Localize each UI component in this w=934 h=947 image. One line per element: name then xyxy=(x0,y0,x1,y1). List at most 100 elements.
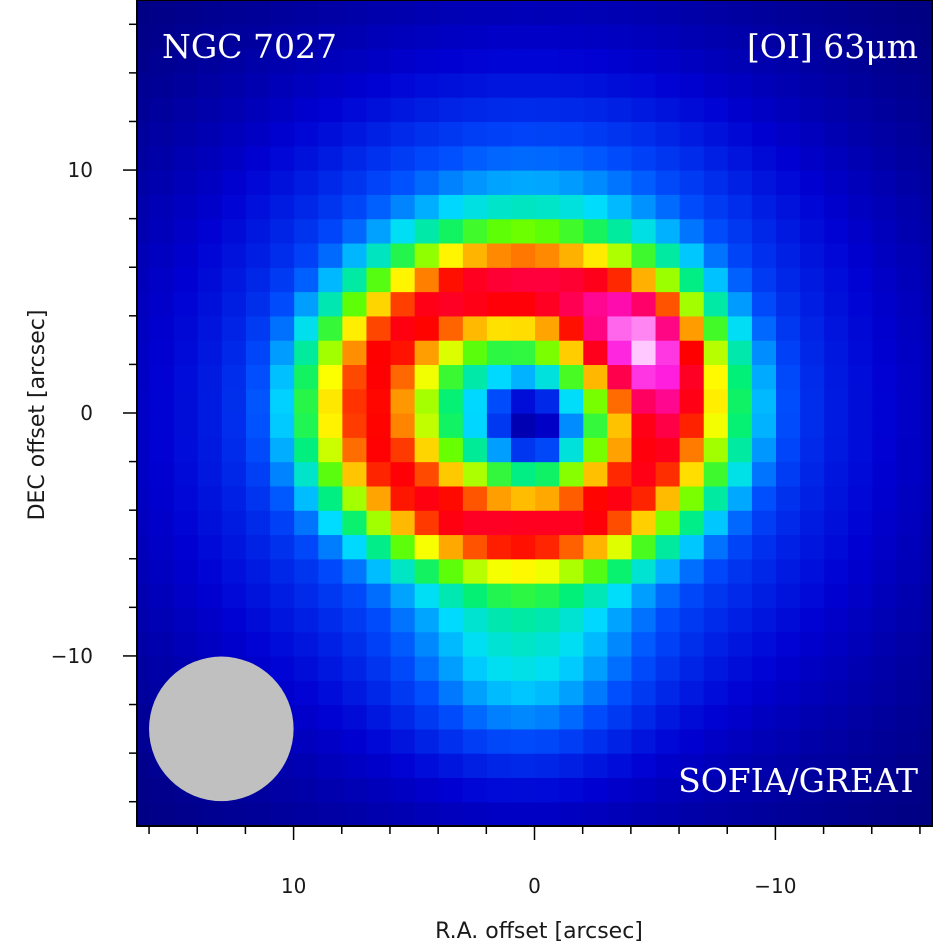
heatmap-pixel xyxy=(293,777,319,803)
heatmap-pixel xyxy=(654,340,680,366)
heatmap-pixel xyxy=(606,170,632,195)
heatmap-pixel xyxy=(847,194,873,220)
heatmap-pixel xyxy=(558,777,584,803)
heatmap-pixel xyxy=(582,583,608,608)
heatmap-pixel xyxy=(462,315,487,341)
heatmap-pixel xyxy=(510,121,536,147)
heatmap-pixel xyxy=(871,267,897,293)
heatmap-pixel xyxy=(221,170,247,195)
heatmap-pixel xyxy=(137,121,150,147)
heatmap-pixel xyxy=(173,461,198,487)
heatmap-pixel xyxy=(389,194,415,220)
heatmap-pixel xyxy=(775,558,801,584)
heatmap-pixel xyxy=(679,631,704,657)
heatmap-pixel xyxy=(775,680,801,706)
heatmap-pixel xyxy=(389,145,415,171)
heatmap-pixel xyxy=(630,364,656,390)
heatmap-pixel xyxy=(775,194,801,220)
heatmap-pixel xyxy=(137,558,150,584)
heatmap-pixel xyxy=(654,0,680,25)
heatmap-pixel xyxy=(919,194,933,220)
heatmap-pixel xyxy=(149,364,174,390)
heatmap-pixel xyxy=(317,413,343,438)
heatmap-pixel xyxy=(137,704,150,730)
heatmap-pixel xyxy=(823,583,849,608)
heatmap-pixel xyxy=(751,97,777,123)
heatmap-pixel xyxy=(438,753,463,779)
heatmap-pixel xyxy=(486,267,512,293)
heatmap-pixel xyxy=(137,48,150,74)
heatmap-pixel xyxy=(582,24,608,50)
heatmap-pixel xyxy=(389,437,415,463)
heatmap-pixel xyxy=(341,315,367,341)
heatmap-pixel xyxy=(510,510,536,536)
heatmap-pixel xyxy=(703,388,728,414)
heatmap-pixel xyxy=(799,534,825,560)
heatmap-pixel xyxy=(823,728,849,754)
heatmap-pixel xyxy=(365,121,391,147)
heatmap-pixel xyxy=(438,291,463,317)
heatmap-pixel xyxy=(606,777,632,803)
heatmap-pixel xyxy=(871,607,897,633)
heatmap-pixel xyxy=(438,777,463,803)
heatmap-pixel xyxy=(293,145,319,171)
heatmap-pixel xyxy=(727,340,752,366)
heatmap-pixel xyxy=(293,364,319,390)
heatmap-pixel xyxy=(510,315,536,341)
heatmap-pixel xyxy=(919,437,933,463)
heatmap-pixel xyxy=(293,72,319,98)
heatmap-pixel xyxy=(293,485,319,511)
heatmap-pixel xyxy=(679,315,704,341)
heatmap-pixel xyxy=(197,194,222,220)
heatmap-pixel xyxy=(895,728,921,754)
heatmap-pixel xyxy=(197,607,222,633)
heatmap-pixel xyxy=(341,388,367,414)
heatmap-pixel xyxy=(606,48,632,74)
heatmap-pixel xyxy=(269,607,295,633)
heatmap-pixel xyxy=(847,704,873,730)
heatmap-pixel xyxy=(727,218,752,244)
heatmap-pixel xyxy=(751,340,777,366)
heatmap-pixel xyxy=(606,655,632,681)
heatmap-pixel xyxy=(606,97,632,123)
heatmap-pixel xyxy=(703,437,728,463)
heatmap-pixel xyxy=(197,801,222,827)
heatmap-pixel xyxy=(317,704,343,730)
heatmap-pixel xyxy=(558,388,584,414)
heatmap-pixel xyxy=(149,485,174,511)
heatmap-pixel xyxy=(895,485,921,511)
heatmap-pixel xyxy=(751,72,777,98)
heatmap-pixel xyxy=(799,510,825,536)
heatmap-pixel xyxy=(317,510,343,536)
heatmap-pixel xyxy=(173,364,198,390)
heatmap-pixel xyxy=(823,461,849,487)
heatmap-pixel xyxy=(221,0,247,25)
heatmap-pixel xyxy=(727,97,752,123)
heatmap-pixel xyxy=(414,145,439,171)
heatmap-pixel xyxy=(462,777,487,803)
heatmap-pixel xyxy=(871,728,897,754)
heatmap-pixel xyxy=(534,145,560,171)
heatmap-pixel xyxy=(654,607,680,633)
heatmap-pixel xyxy=(389,413,415,438)
heatmap-pixel xyxy=(486,437,512,463)
heatmap-pixel xyxy=(847,0,873,25)
heatmap-pixel xyxy=(486,194,512,220)
heatmap-pixel xyxy=(919,534,933,560)
heatmap-pixel xyxy=(751,437,777,463)
heatmap-pixel xyxy=(486,583,512,608)
heatmap-pixel xyxy=(137,655,150,681)
heatmap-pixel xyxy=(534,388,560,414)
heatmap-pixel xyxy=(221,583,247,608)
heatmap-pixel xyxy=(293,24,319,50)
heatmap-pixel xyxy=(630,218,656,244)
heatmap-pixel xyxy=(558,121,584,147)
heatmap-pixel xyxy=(606,315,632,341)
heatmap-pixel xyxy=(269,72,295,98)
heatmap-pixel xyxy=(438,0,463,25)
heatmap-pixel xyxy=(221,364,247,390)
heatmap-pixel xyxy=(630,0,656,25)
heatmap-pixel xyxy=(245,558,271,584)
heatmap-pixel xyxy=(245,194,271,220)
heatmap-pixel xyxy=(751,558,777,584)
